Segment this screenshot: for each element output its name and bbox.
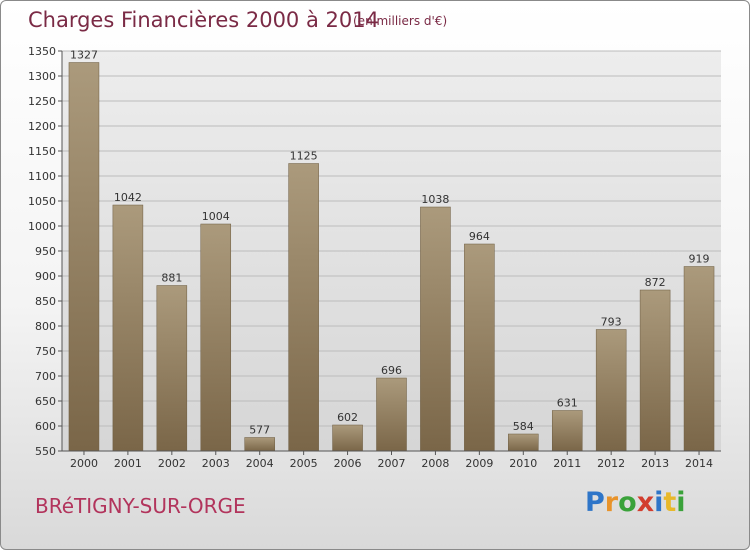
- y-tick-label: 1300: [28, 70, 56, 83]
- bar-2003: [200, 223, 232, 452]
- proxiti-logo[interactable]: Proxiti: [585, 487, 686, 518]
- bar-2014: [683, 266, 715, 452]
- bar-2005: [288, 163, 319, 452]
- x-tick-label-2007: 2007: [378, 457, 406, 470]
- y-tick-label: 850: [35, 295, 56, 308]
- labels-layer: 1327 1042 881 1004 577 1125 602 696 1038 964 584 63…: [70, 49, 710, 437]
- x-tick-label-2003: 2003: [202, 457, 230, 470]
- y-tick-label: 1350: [28, 45, 56, 58]
- bar-2012: [595, 329, 627, 452]
- y-tick-label: 550: [35, 445, 56, 458]
- value-label-2014: 919: [689, 253, 710, 266]
- y-tick-label: 1250: [28, 95, 56, 108]
- x-tick-label-2000: 2000: [70, 457, 98, 470]
- bar-2008: [420, 206, 451, 452]
- value-label-2001: 1042: [114, 191, 142, 204]
- value-label-2003: 1004: [202, 210, 230, 223]
- chart-title: Charges Financières 2000 à 2014: [28, 8, 379, 32]
- value-label-2010: 584: [513, 420, 534, 433]
- value-label-2009: 964: [469, 230, 490, 243]
- y-tick-label: 650: [35, 395, 56, 408]
- value-label-2012: 793: [601, 316, 622, 329]
- x-tick-label-2005: 2005: [290, 457, 318, 470]
- bar-2004: [244, 437, 275, 452]
- chart-subtitle: (en milliers d'€): [353, 14, 448, 28]
- bar-2006: [332, 424, 363, 452]
- y-tick-label: 1000: [28, 220, 56, 233]
- x-tick-label-2010: 2010: [509, 457, 537, 470]
- value-label-2002: 881: [161, 272, 182, 285]
- x-tick-label-2002: 2002: [158, 457, 186, 470]
- x-tick-label-2009: 2009: [465, 457, 493, 470]
- x-tick-label-2004: 2004: [246, 457, 274, 470]
- y-tick-label: 600: [35, 420, 56, 433]
- x-tick-label-2001: 2001: [114, 457, 142, 470]
- value-label-2007: 696: [381, 364, 402, 377]
- city-name: BRéTIGNY-SUR-ORGE: [35, 494, 246, 518]
- y-tick-label: 1050: [28, 195, 56, 208]
- x-tick-label-2014: 2014: [685, 457, 713, 470]
- bars-layer: [68, 62, 715, 452]
- value-label-2006: 602: [337, 411, 358, 424]
- bar-2007: [376, 377, 407, 452]
- x-tick-label-2006: 2006: [334, 457, 362, 470]
- y-tick-label: 700: [35, 370, 56, 383]
- bar-2000: [68, 62, 100, 452]
- y-tick-label: 750: [35, 345, 56, 358]
- y-tick-label: 900: [35, 270, 56, 283]
- bar-2010: [508, 433, 539, 452]
- x-tick-label-2013: 2013: [641, 457, 669, 470]
- y-tick-label: 1200: [28, 120, 56, 133]
- value-label-2008: 1038: [421, 193, 449, 206]
- value-label-2004: 577: [249, 424, 270, 437]
- x-tick-label-2011: 2011: [553, 457, 581, 470]
- bar-2013: [639, 289, 671, 452]
- value-label-2011: 631: [557, 397, 578, 410]
- x-tick-label-2012: 2012: [597, 457, 625, 470]
- axis-layer: 550 600 650 700 750 800 850 900 950 1000 1050 1100 1…: [28, 45, 721, 470]
- value-label-2013: 872: [645, 276, 666, 289]
- bar-2009: [464, 243, 495, 452]
- y-tick-label: 950: [35, 245, 56, 258]
- value-label-2000: 1327: [70, 49, 98, 62]
- bar-2011: [551, 410, 583, 452]
- bar-2001: [112, 204, 144, 452]
- y-tick-label: 1100: [28, 170, 56, 183]
- bar-2002: [156, 285, 188, 452]
- y-tick-label: 800: [35, 320, 56, 333]
- y-tick-label: 1150: [28, 145, 56, 158]
- value-label-2005: 1125: [290, 150, 318, 163]
- x-tick-label-2008: 2008: [421, 457, 449, 470]
